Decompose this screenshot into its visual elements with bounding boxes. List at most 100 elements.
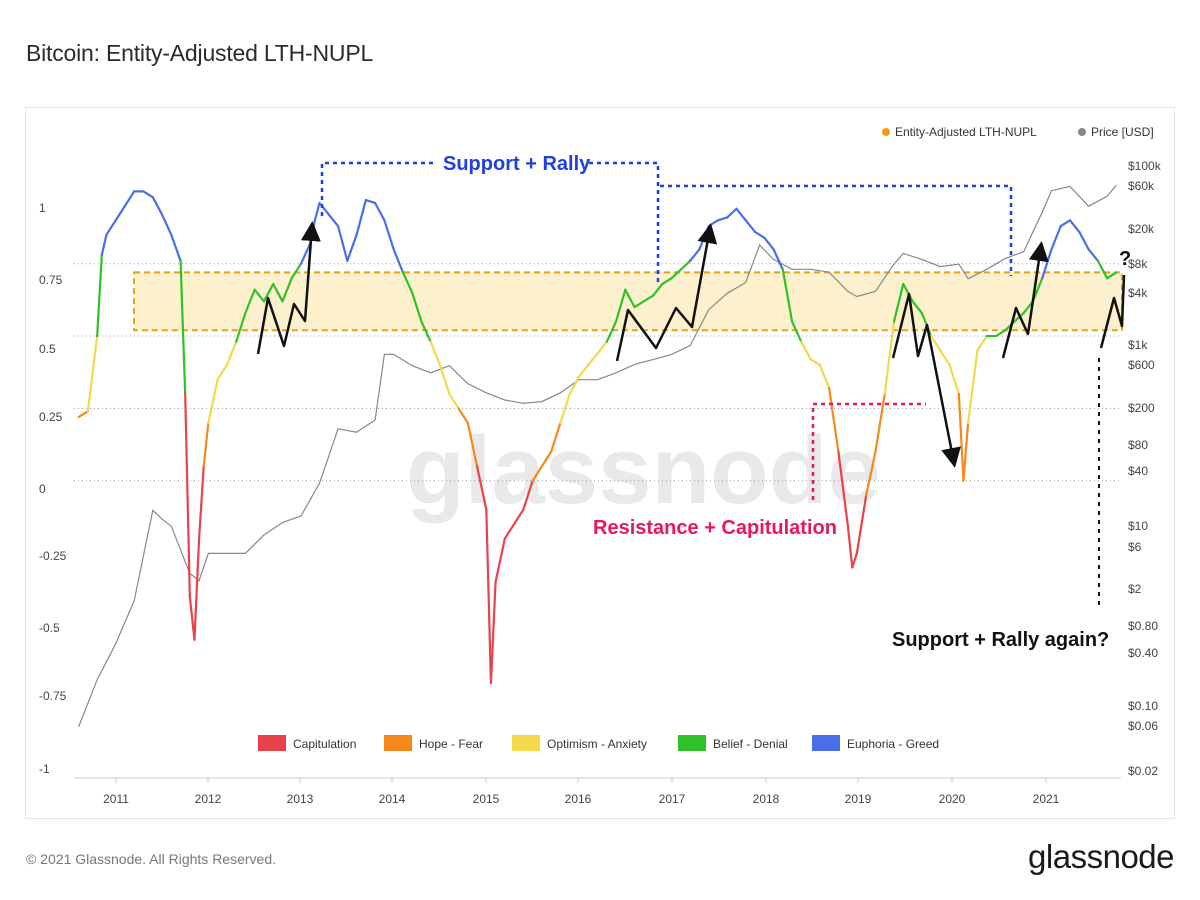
nupl-segment [670, 268, 682, 280]
nupl-segment [892, 282, 905, 323]
zone-legend-label: Hope - Fear [419, 737, 483, 751]
nupl-segment [800, 340, 812, 361]
nupl-segment [225, 340, 238, 367]
nupl-segment [642, 294, 655, 303]
resistance-bracket [811, 402, 926, 500]
nupl-segment [411, 291, 423, 323]
nupl-segment [883, 320, 896, 396]
nupl-segment [568, 375, 581, 396]
nupl-segment [1041, 248, 1053, 280]
nupl-segment [967, 349, 979, 424]
nupl-segment [735, 207, 747, 222]
x-tick-label: 2018 [753, 792, 780, 806]
price-series-layer [78, 184, 1117, 728]
trend-arrow [256, 221, 321, 355]
x-tick-label: 2019 [845, 792, 872, 806]
y-right-tick-label: $2 [1128, 582, 1142, 596]
nupl-segment [197, 465, 205, 540]
y-left-tick-label: 0.75 [39, 273, 63, 287]
footer-logo: glassnode [1028, 838, 1174, 875]
y-left-tick-label: 1 [39, 201, 46, 215]
nupl-segment [235, 311, 247, 343]
zone-legend-label: Capitulation [293, 737, 356, 751]
nupl-segment [392, 248, 405, 274]
nupl-segment [96, 253, 103, 338]
nupl-segment [587, 352, 599, 367]
x-tick-label: 2020 [939, 792, 966, 806]
nupl-segment [100, 233, 108, 257]
grid-layer [74, 263, 1121, 482]
nupl-segment [624, 288, 636, 309]
support-band-layer [133, 271, 1123, 332]
nupl-segment [716, 216, 729, 222]
y-left-tick-label: 0 [39, 482, 46, 496]
nupl-segment [193, 537, 201, 641]
nupl-segment [1096, 259, 1109, 280]
nupl-segment [846, 522, 854, 569]
annotation-resistance-capitulation: Resistance + Capitulation [593, 517, 837, 539]
nupl-segment [355, 198, 367, 236]
nupl-segment [1087, 248, 1099, 262]
x-tick-label: 2012 [195, 792, 222, 806]
y-right-tick-label: $100k [1128, 159, 1162, 173]
nupl-segment [911, 300, 923, 315]
nupl-segment [188, 595, 196, 641]
footer-copyright: © 2021 Glassnode. All Rights Reserved. [26, 851, 277, 867]
nupl-segment [763, 236, 775, 251]
zone-legend-swatch [812, 735, 840, 751]
nupl-segment [726, 207, 738, 219]
nupl-segment [957, 392, 965, 482]
trend-arrow [1099, 274, 1126, 349]
y-right-tick-label: $40 [1128, 464, 1148, 478]
nupl-segment [281, 277, 293, 303]
nupl-segment [605, 320, 618, 343]
y-right-tick-label: $1k [1128, 338, 1148, 352]
nupl-segment [374, 201, 386, 222]
y-left-tick-label: -1 [39, 762, 50, 776]
axes-layer: 1 0.75 0.5 0.25 0 -0.25 -0.5 -0.75 -1 $100k $60k $2… [39, 159, 1162, 806]
nupl-segment [429, 340, 442, 367]
nupl-segment [216, 363, 228, 381]
nupl-segment [948, 363, 960, 396]
nupl-segment [313, 201, 321, 222]
nupl-segment [401, 271, 414, 294]
nupl-segment [1068, 219, 1081, 233]
y-right-tick-label: $6 [1128, 540, 1142, 554]
nupl-segment [1106, 271, 1118, 280]
nupl-segment [503, 522, 516, 540]
nupl-segment [689, 248, 701, 262]
nupl-segment [160, 213, 173, 236]
y-left-tick-label: 0.25 [39, 410, 63, 424]
nupl-segment [485, 508, 493, 685]
zone-legend-swatch [678, 735, 706, 751]
price-line [78, 184, 1117, 728]
nupl-segment [272, 282, 284, 303]
nupl-segment [336, 225, 349, 262]
nupl-segment [1050, 225, 1062, 251]
nupl-segment [540, 450, 553, 468]
nupl-segment [596, 340, 608, 355]
y-right-tick-label: $0.02 [1128, 764, 1158, 778]
nupl-segment [448, 392, 460, 410]
support-bracket-2 [660, 184, 1013, 276]
nupl-segment [466, 421, 479, 468]
x-tick-label: 2015 [473, 792, 500, 806]
nupl-segment [679, 259, 692, 271]
nupl-segment [929, 334, 942, 352]
annotation-support-rally: Support + Rally [443, 153, 591, 175]
annotation-layer: Support + Rally Resistance + Capitulation… [256, 153, 1131, 651]
y-left-tick-label: -0.25 [39, 549, 67, 563]
nupl-segment [123, 190, 136, 207]
y-right-tick-label: $4k [1128, 286, 1148, 300]
y-right-tick-label: $0.06 [1128, 719, 1158, 733]
legend-label-price: Price [USD] [1091, 125, 1154, 139]
nupl-segment [244, 288, 256, 315]
x-tick-label: 2016 [565, 792, 592, 806]
nupl-segment [550, 421, 562, 453]
nupl-segment [1078, 230, 1090, 251]
nupl-segment [383, 219, 395, 251]
nupl-segment [207, 378, 219, 424]
zone-legend-label: Optimism - Anxiety [547, 737, 647, 751]
nupl-segment [114, 204, 127, 222]
